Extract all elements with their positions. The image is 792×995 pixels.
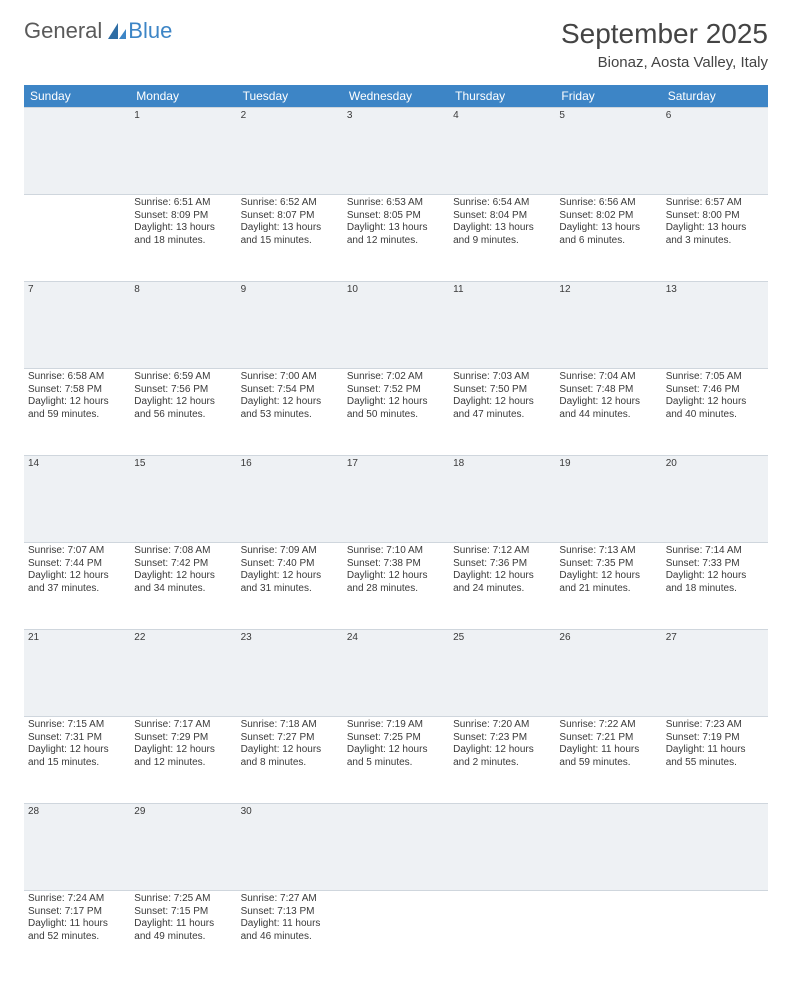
weekday-header: Saturday [662,85,768,108]
day-cell [343,891,449,978]
day-number-cell: 10 [343,282,449,369]
day-cell: Sunrise: 7:24 AMSunset: 7:17 PMDaylight:… [24,891,130,978]
weekday-header: Thursday [449,85,555,108]
day-cell: Sunrise: 7:13 AMSunset: 7:35 PMDaylight:… [555,543,661,630]
day-cell: Sunrise: 7:00 AMSunset: 7:54 PMDaylight:… [237,369,343,456]
day-number-cell: 21 [24,630,130,717]
day-cell [555,891,661,978]
day-number-cell: 7 [24,282,130,369]
daynum-row: 21222324252627 [24,630,768,717]
week-row: Sunrise: 6:58 AMSunset: 7:58 PMDaylight:… [24,369,768,456]
sail-icon [106,21,128,41]
week-row: Sunrise: 7:24 AMSunset: 7:17 PMDaylight:… [24,891,768,978]
day-number-cell: 28 [24,804,130,891]
day-cell: Sunrise: 7:08 AMSunset: 7:42 PMDaylight:… [130,543,236,630]
day-cell [662,891,768,978]
day-number-cell: 11 [449,282,555,369]
day-cell: Sunrise: 6:59 AMSunset: 7:56 PMDaylight:… [130,369,236,456]
day-cell: Sunrise: 7:20 AMSunset: 7:23 PMDaylight:… [449,717,555,804]
day-cell: Sunrise: 7:05 AMSunset: 7:46 PMDaylight:… [662,369,768,456]
day-number-cell: 23 [237,630,343,717]
day-number-cell: 25 [449,630,555,717]
day-number-cell: 14 [24,456,130,543]
day-number-cell: 9 [237,282,343,369]
day-cell: Sunrise: 6:54 AMSunset: 8:04 PMDaylight:… [449,195,555,282]
day-cell: Sunrise: 7:15 AMSunset: 7:31 PMDaylight:… [24,717,130,804]
day-number-cell: 15 [130,456,236,543]
day-cell: Sunrise: 6:51 AMSunset: 8:09 PMDaylight:… [130,195,236,282]
day-number-cell: 30 [237,804,343,891]
day-cell: Sunrise: 6:58 AMSunset: 7:58 PMDaylight:… [24,369,130,456]
day-number-cell: 5 [555,108,661,195]
brand-word2: Blue [128,18,172,44]
day-number-cell: 4 [449,108,555,195]
day-number-cell: 6 [662,108,768,195]
day-cell: Sunrise: 7:10 AMSunset: 7:38 PMDaylight:… [343,543,449,630]
day-number-cell [662,804,768,891]
weekday-header: Sunday [24,85,130,108]
day-number-cell: 8 [130,282,236,369]
day-number-cell: 26 [555,630,661,717]
day-cell: Sunrise: 7:23 AMSunset: 7:19 PMDaylight:… [662,717,768,804]
brand-word1: General [24,18,102,44]
weekday-header: Tuesday [237,85,343,108]
day-cell: Sunrise: 7:02 AMSunset: 7:52 PMDaylight:… [343,369,449,456]
weekday-header: Friday [555,85,661,108]
day-cell: Sunrise: 7:17 AMSunset: 7:29 PMDaylight:… [130,717,236,804]
day-number-cell: 27 [662,630,768,717]
daynum-row: 14151617181920 [24,456,768,543]
location-label: Bionaz, Aosta Valley, Italy [561,54,768,71]
daynum-row: 123456 [24,108,768,195]
day-number-cell: 22 [130,630,236,717]
day-number-cell [343,804,449,891]
day-number-cell: 16 [237,456,343,543]
weekday-header: Monday [130,85,236,108]
daynum-row: 282930 [24,804,768,891]
day-cell: Sunrise: 7:03 AMSunset: 7:50 PMDaylight:… [449,369,555,456]
day-cell: Sunrise: 7:25 AMSunset: 7:15 PMDaylight:… [130,891,236,978]
month-title: September 2025 [561,18,768,50]
day-number-cell: 18 [449,456,555,543]
day-cell: Sunrise: 7:27 AMSunset: 7:13 PMDaylight:… [237,891,343,978]
brand-logo: General Blue [24,18,172,44]
day-number-cell: 24 [343,630,449,717]
day-cell: Sunrise: 7:22 AMSunset: 7:21 PMDaylight:… [555,717,661,804]
day-number-cell: 12 [555,282,661,369]
week-row: Sunrise: 7:15 AMSunset: 7:31 PMDaylight:… [24,717,768,804]
day-number-cell: 3 [343,108,449,195]
day-cell: Sunrise: 7:12 AMSunset: 7:36 PMDaylight:… [449,543,555,630]
week-row: Sunrise: 6:51 AMSunset: 8:09 PMDaylight:… [24,195,768,282]
day-cell: Sunrise: 7:18 AMSunset: 7:27 PMDaylight:… [237,717,343,804]
day-number-cell [555,804,661,891]
day-cell [449,891,555,978]
day-cell: Sunrise: 6:53 AMSunset: 8:05 PMDaylight:… [343,195,449,282]
day-number-cell: 17 [343,456,449,543]
day-cell: Sunrise: 7:14 AMSunset: 7:33 PMDaylight:… [662,543,768,630]
weekday-header: Wednesday [343,85,449,108]
day-cell: Sunrise: 6:57 AMSunset: 8:00 PMDaylight:… [662,195,768,282]
day-number-cell: 29 [130,804,236,891]
day-cell: Sunrise: 7:19 AMSunset: 7:25 PMDaylight:… [343,717,449,804]
calendar-table: SundayMondayTuesdayWednesdayThursdayFrid… [24,85,768,977]
weekday-header-row: SundayMondayTuesdayWednesdayThursdayFrid… [24,85,768,108]
day-number-cell [24,108,130,195]
day-cell: Sunrise: 6:52 AMSunset: 8:07 PMDaylight:… [237,195,343,282]
day-number-cell: 1 [130,108,236,195]
day-cell: Sunrise: 7:04 AMSunset: 7:48 PMDaylight:… [555,369,661,456]
day-number-cell: 20 [662,456,768,543]
day-number-cell [449,804,555,891]
day-cell: Sunrise: 7:07 AMSunset: 7:44 PMDaylight:… [24,543,130,630]
day-number-cell: 13 [662,282,768,369]
day-number-cell: 2 [237,108,343,195]
daynum-row: 78910111213 [24,282,768,369]
day-cell: Sunrise: 6:56 AMSunset: 8:02 PMDaylight:… [555,195,661,282]
day-cell: Sunrise: 7:09 AMSunset: 7:40 PMDaylight:… [237,543,343,630]
day-number-cell: 19 [555,456,661,543]
week-row: Sunrise: 7:07 AMSunset: 7:44 PMDaylight:… [24,543,768,630]
day-cell [24,195,130,282]
